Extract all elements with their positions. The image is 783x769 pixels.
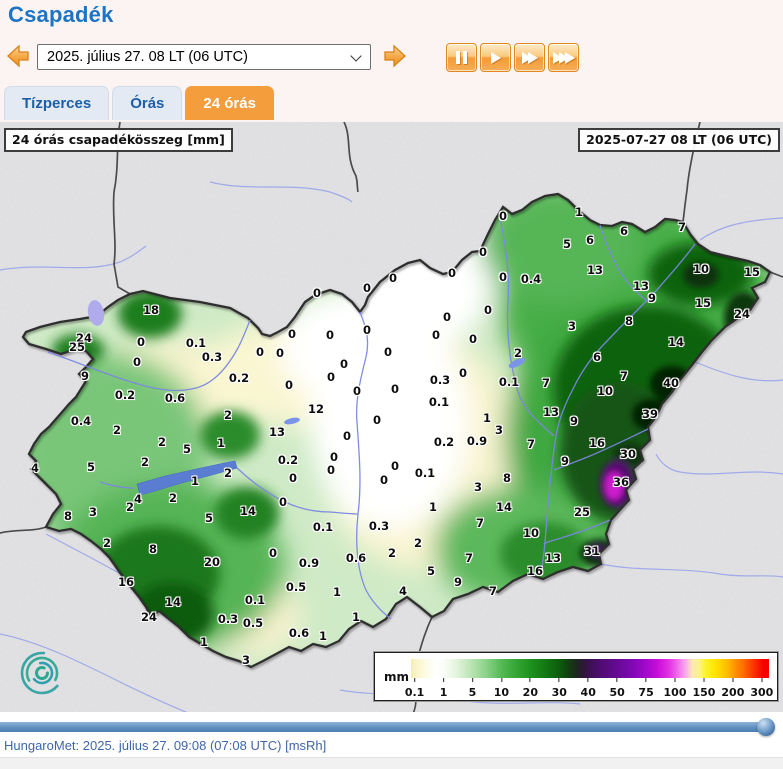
timeline-slider[interactable]	[0, 718, 783, 736]
date-select-value: 2025. július 27. 08 LT (06 UTC)	[47, 49, 248, 65]
lakes	[87, 300, 526, 496]
pause-button[interactable]	[446, 43, 477, 72]
legend: mm 0.1 1 5 10 20 30 40 50 75 100 150 200 300	[373, 651, 779, 702]
fastest-forward-icon	[552, 51, 575, 64]
credit-text: HungaroMet: 2025. július 27. 09:08 (07:0…	[4, 738, 327, 753]
pause-icon	[456, 51, 467, 64]
tab-órás[interactable]: Órás	[112, 86, 183, 120]
rivers-inside	[47, 216, 696, 620]
fast-forward-button[interactable]	[514, 43, 545, 72]
legend-tick-5: 5	[469, 678, 476, 701]
tab-bar: Tízperces Órás 24 órás	[4, 86, 274, 120]
play-button[interactable]	[480, 43, 511, 72]
legend-tick-10: 10	[494, 678, 509, 701]
animation-controls	[446, 43, 579, 72]
lake-tisza	[508, 358, 526, 368]
next-date-button[interactable]	[382, 44, 408, 68]
legend-tick-300: 300	[750, 678, 773, 701]
legend-tick-40: 40	[581, 678, 596, 701]
lake-ferto	[87, 300, 105, 326]
prev-date-button[interactable]	[5, 44, 31, 68]
legend-tick-150: 150	[692, 678, 715, 701]
play-icon	[490, 51, 501, 64]
map-canvas	[0, 122, 783, 712]
bottom-strip	[0, 757, 783, 769]
hungaromet-logo	[20, 651, 64, 695]
timeline-bar[interactable]	[0, 722, 762, 732]
precipitation-map[interactable]: 18 24 25 0 0.1 0.3 0 9 0.2 0.6 0.2 0.4 2 2 2 5 1 4 5 2 1 2 4 2 2…	[0, 122, 783, 712]
lake-balaton	[136, 460, 238, 496]
prev-arrow-icon	[7, 44, 29, 68]
page-title: Csapadék	[8, 2, 114, 27]
map-overlay-title: 24 órás csapadékösszeg [mm]	[4, 128, 233, 152]
hungary-border	[21, 192, 772, 669]
next-arrow-icon	[384, 44, 406, 68]
legend-color-bar	[411, 659, 769, 678]
legend-tick-30: 30	[552, 678, 567, 701]
legend-unit-label: mm	[384, 670, 410, 684]
fast-forward-icon	[521, 51, 538, 64]
map-timestamp: 2025-07-27 08 LT (06 UTC)	[578, 128, 780, 152]
legend-tick-100: 100	[664, 678, 687, 701]
legend-tick-75: 75	[638, 678, 654, 701]
fastest-forward-button[interactable]	[548, 43, 579, 72]
dropdown-chevron-icon	[350, 50, 362, 62]
date-select[interactable]: 2025. július 27. 08 LT (06 UTC)	[37, 44, 371, 70]
legend-tick-50: 50	[609, 678, 625, 701]
legend-tick-0.1: 0.1	[405, 678, 424, 701]
tab-24-órás[interactable]: 24 órás	[185, 86, 274, 120]
tab-tízperces[interactable]: Tízperces	[4, 86, 110, 120]
slider-knob[interactable]	[757, 718, 775, 736]
legend-ticks: 0.1 1 5 10 20 30 40 50 75 100 150 200 300	[405, 678, 773, 701]
lake-velence	[284, 417, 300, 425]
legend-tick-1: 1	[440, 678, 447, 701]
legend-tick-20: 20	[523, 678, 538, 701]
legend-tick-200: 200	[721, 678, 744, 701]
